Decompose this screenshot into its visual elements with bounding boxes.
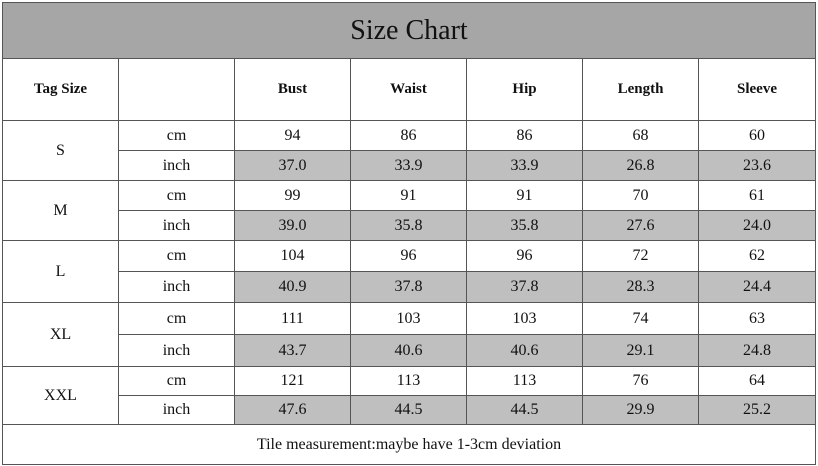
measurement: 94 — [234, 120, 351, 151]
measurement: 29.9 — [582, 395, 699, 425]
measurement: 40.9 — [234, 271, 351, 303]
header-cell: Hip — [466, 58, 583, 121]
measurement: 86 — [466, 120, 583, 151]
measurement: 37.8 — [350, 271, 467, 303]
header-cell: Waist — [350, 58, 467, 121]
unit-label: inch — [118, 210, 235, 241]
measurement: 96 — [466, 240, 583, 272]
measurement: 121 — [234, 366, 351, 396]
size-label: S — [2, 120, 119, 181]
size-label: XL — [2, 302, 119, 367]
measurement: 103 — [466, 302, 583, 335]
size-label: XXL — [2, 366, 119, 425]
header-cell — [118, 58, 235, 121]
measurement: 91 — [466, 180, 583, 211]
title: Size Chart — [2, 2, 816, 59]
measurement: 113 — [350, 366, 467, 396]
measurement: 74 — [582, 302, 699, 335]
size-label: M — [2, 180, 119, 241]
note: Tile measurement:maybe have 1-3cm deviat… — [2, 424, 816, 465]
header-cell: Bust — [234, 58, 351, 121]
measurement: 99 — [234, 180, 351, 211]
measurement: 35.8 — [350, 210, 467, 241]
measurement: 111 — [234, 302, 351, 335]
unit-label: cm — [118, 120, 235, 151]
header-cell: Length — [582, 58, 699, 121]
measurement: 35.8 — [466, 210, 583, 241]
measurement: 24.0 — [698, 210, 816, 241]
header-cell: Sleeve — [698, 58, 816, 121]
unit-label: inch — [118, 334, 235, 367]
measurement: 68 — [582, 120, 699, 151]
measurement: 24.4 — [698, 271, 816, 303]
measurement: 23.6 — [698, 150, 816, 181]
measurement: 61 — [698, 180, 816, 211]
measurement: 37.0 — [234, 150, 351, 181]
header-cell: Tag Size — [2, 58, 119, 121]
measurement: 40.6 — [350, 334, 467, 367]
measurement: 40.6 — [466, 334, 583, 367]
measurement: 39.0 — [234, 210, 351, 241]
measurement: 37.8 — [466, 271, 583, 303]
unit-label: cm — [118, 302, 235, 335]
measurement: 72 — [582, 240, 699, 272]
measurement: 33.9 — [466, 150, 583, 181]
measurement: 43.7 — [234, 334, 351, 367]
measurement: 44.5 — [466, 395, 583, 425]
unit-label: inch — [118, 395, 235, 425]
measurement: 33.9 — [350, 150, 467, 181]
measurement: 70 — [582, 180, 699, 211]
measurement: 96 — [350, 240, 467, 272]
measurement: 24.8 — [698, 334, 816, 367]
measurement: 86 — [350, 120, 467, 151]
measurement: 113 — [466, 366, 583, 396]
measurement: 44.5 — [350, 395, 467, 425]
measurement: 76 — [582, 366, 699, 396]
unit-label: inch — [118, 271, 235, 303]
measurement: 60 — [698, 120, 816, 151]
measurement: 63 — [698, 302, 816, 335]
measurement: 103 — [350, 302, 467, 335]
unit-label: cm — [118, 180, 235, 211]
measurement: 91 — [350, 180, 467, 211]
measurement: 47.6 — [234, 395, 351, 425]
measurement: 62 — [698, 240, 816, 272]
measurement: 104 — [234, 240, 351, 272]
measurement: 25.2 — [698, 395, 816, 425]
measurement: 64 — [698, 366, 816, 396]
size-label: L — [2, 240, 119, 303]
unit-label: cm — [118, 366, 235, 396]
measurement: 27.6 — [582, 210, 699, 241]
measurement: 26.8 — [582, 150, 699, 181]
unit-label: cm — [118, 240, 235, 272]
measurement: 29.1 — [582, 334, 699, 367]
unit-label: inch — [118, 150, 235, 181]
measurement: 28.3 — [582, 271, 699, 303]
